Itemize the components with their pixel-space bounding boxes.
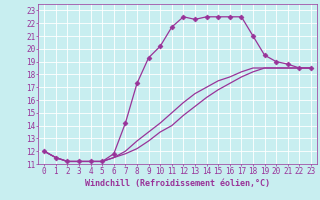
- X-axis label: Windchill (Refroidissement éolien,°C): Windchill (Refroidissement éolien,°C): [85, 179, 270, 188]
